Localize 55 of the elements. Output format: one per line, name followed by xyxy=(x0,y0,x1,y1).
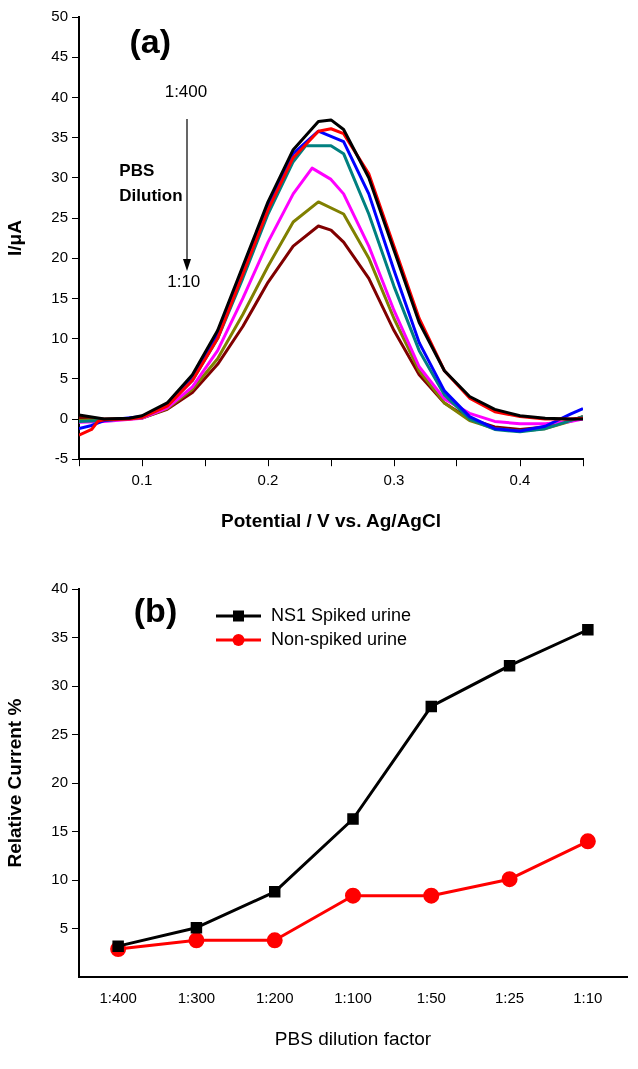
y-tick-label: 10 xyxy=(51,328,68,346)
y-tick-label: 5 xyxy=(59,918,68,936)
y-tick-label: 5 xyxy=(59,368,68,386)
annotation: 1:400 xyxy=(164,81,208,101)
x-tick-label: 0.2 xyxy=(257,471,279,489)
point xyxy=(268,886,281,898)
y-tick-label: 35 xyxy=(51,127,68,145)
x-tick-label: 0.1 xyxy=(131,471,153,489)
point xyxy=(347,813,359,825)
point xyxy=(423,887,440,904)
y-tick-label: 30 xyxy=(51,676,68,694)
y-tick-label: 30 xyxy=(51,167,68,185)
annotation: PBS Dilution xyxy=(119,161,183,206)
y-tick-label: 10 xyxy=(51,870,68,888)
point xyxy=(582,624,594,636)
point xyxy=(579,833,596,850)
x-axis-title: Potential / V vs. Ag/AgCl xyxy=(221,509,441,531)
annotation: 1:10 xyxy=(167,272,201,292)
point xyxy=(501,871,518,888)
y-tick-label: 40 xyxy=(51,579,68,597)
y-axis-title: Relative Current % xyxy=(3,698,25,868)
y-tick-label: 25 xyxy=(51,208,68,226)
point xyxy=(190,921,203,934)
x-tick-label: 0.3 xyxy=(383,471,405,489)
x-tick-label: 1:50 xyxy=(416,989,446,1007)
x-tick-label: 1:300 xyxy=(177,989,216,1007)
x-tick-label: 1:100 xyxy=(334,989,372,1007)
x-tick-label: 1:10 xyxy=(573,989,603,1007)
y-tick-label: 50 xyxy=(51,7,68,25)
y-tick-label: 35 xyxy=(51,627,68,645)
point xyxy=(425,700,438,713)
annotation: (a) xyxy=(129,21,171,60)
y-tick-label: 45 xyxy=(51,47,68,65)
annotation: (b) xyxy=(133,590,178,629)
legend-label: NS1 Spiked urine xyxy=(271,604,412,625)
y-tick-label: 25 xyxy=(51,724,68,742)
y-tick-label: 15 xyxy=(51,821,68,839)
y-tick-label: 15 xyxy=(51,288,68,306)
point xyxy=(188,932,205,949)
x-tick-label: 0.4 xyxy=(509,471,531,489)
y-tick-label: 20 xyxy=(51,248,68,266)
x-axis-title: PBS dilution factor xyxy=(274,1027,432,1049)
y-axis-title: I/μA xyxy=(3,219,25,257)
x-tick-label: 1:400 xyxy=(99,989,137,1007)
y-tick-label: 0 xyxy=(59,409,68,427)
legend-label: Non-spiked urine xyxy=(271,628,408,649)
point xyxy=(503,659,516,672)
x-tick-label: 1:25 xyxy=(494,989,525,1007)
y-tick-label: 40 xyxy=(51,87,68,105)
point xyxy=(345,887,361,904)
x-tick-label: 1:200 xyxy=(255,989,294,1007)
point xyxy=(112,940,124,952)
point xyxy=(266,932,283,949)
y-tick-label: -5 xyxy=(54,449,68,467)
y-tick-label: 20 xyxy=(51,773,68,791)
